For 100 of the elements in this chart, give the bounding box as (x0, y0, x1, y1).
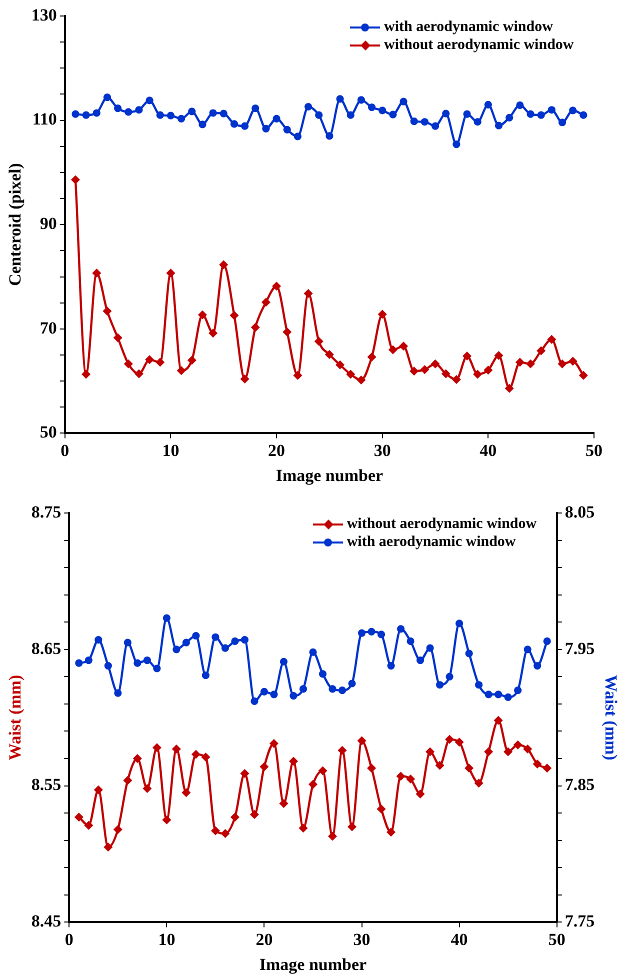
y-tick-label: 110 (32, 110, 57, 129)
point (142, 784, 152, 794)
point (494, 690, 502, 698)
legend-label: with aerodynamic window (346, 534, 516, 550)
point (280, 658, 288, 666)
point (376, 804, 386, 814)
point (431, 122, 440, 130)
x-axis-title: Image number (259, 955, 368, 974)
point (348, 822, 357, 832)
point (473, 370, 482, 379)
point (324, 350, 334, 359)
point (82, 111, 90, 119)
point (145, 355, 154, 364)
point (543, 637, 551, 646)
point (308, 780, 318, 789)
point (202, 672, 210, 680)
point (134, 659, 142, 667)
y-tick-label: 8.65 (31, 638, 62, 658)
point (494, 350, 504, 360)
point (315, 111, 323, 119)
point (92, 268, 102, 278)
point (484, 690, 492, 698)
point (261, 298, 270, 307)
x-tick-label: 30 (374, 440, 391, 460)
point (309, 648, 317, 656)
point (474, 118, 482, 126)
legend-label: without aerodynamic window (384, 36, 574, 54)
point (464, 764, 474, 773)
point (94, 785, 103, 794)
x-tick-label: 50 (586, 440, 602, 460)
x-tick-label: 40 (480, 440, 497, 460)
x-tick-label: 20 (268, 440, 286, 460)
point (368, 103, 376, 112)
point (92, 109, 100, 117)
point (84, 820, 94, 830)
point (356, 376, 366, 385)
point (536, 346, 546, 356)
point (465, 650, 473, 658)
point (230, 812, 240, 822)
point (124, 359, 133, 368)
point (208, 328, 218, 338)
point (387, 662, 395, 670)
x-tick-label: 20 (256, 930, 273, 949)
x-tick-label: 0 (64, 930, 74, 949)
point (358, 629, 366, 637)
point (299, 685, 308, 693)
point (386, 828, 396, 837)
point (318, 670, 327, 678)
point (399, 342, 408, 351)
point (346, 370, 356, 379)
point (272, 114, 280, 123)
point (463, 110, 471, 118)
point (82, 370, 91, 379)
point (494, 122, 503, 130)
point (426, 644, 434, 652)
point (454, 738, 464, 747)
point (406, 774, 416, 784)
point (201, 752, 210, 762)
point (156, 111, 164, 119)
point (580, 111, 588, 119)
point (172, 744, 181, 754)
point (484, 100, 492, 108)
point (426, 747, 435, 756)
point (188, 108, 196, 116)
point (153, 664, 161, 672)
point (400, 98, 408, 106)
point (435, 760, 444, 770)
point (558, 359, 567, 368)
point (279, 799, 288, 808)
point (304, 102, 312, 111)
point (336, 360, 345, 370)
y-tick-label: 130 (31, 5, 57, 24)
point (104, 662, 112, 670)
point (94, 636, 102, 644)
y2-tick-label: 8.05 (564, 502, 595, 522)
point (420, 118, 428, 126)
legend-label: with aerodynamic window (384, 18, 553, 36)
point (441, 369, 450, 378)
point (416, 789, 425, 798)
point (135, 106, 143, 114)
y-tick-label: 70 (40, 318, 57, 338)
point (75, 659, 83, 667)
point (74, 812, 84, 822)
point (304, 288, 313, 298)
x-tick-label: 10 (158, 930, 176, 949)
point (231, 637, 239, 646)
y-tick-label: 8.45 (31, 912, 62, 931)
point (396, 625, 405, 633)
point (102, 306, 112, 316)
point (326, 132, 334, 140)
point (283, 126, 291, 134)
point (568, 356, 578, 366)
point (523, 744, 532, 754)
point (526, 359, 536, 368)
point (114, 689, 122, 697)
y2-tick-label: 7.75 (564, 912, 595, 931)
point (230, 120, 238, 128)
point (123, 776, 132, 785)
point (272, 282, 282, 291)
x-tick-label: 50 (548, 930, 566, 949)
